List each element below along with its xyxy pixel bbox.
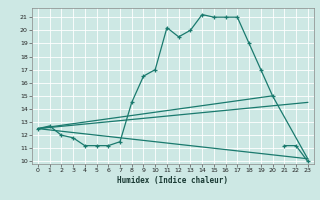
- X-axis label: Humidex (Indice chaleur): Humidex (Indice chaleur): [117, 176, 228, 185]
